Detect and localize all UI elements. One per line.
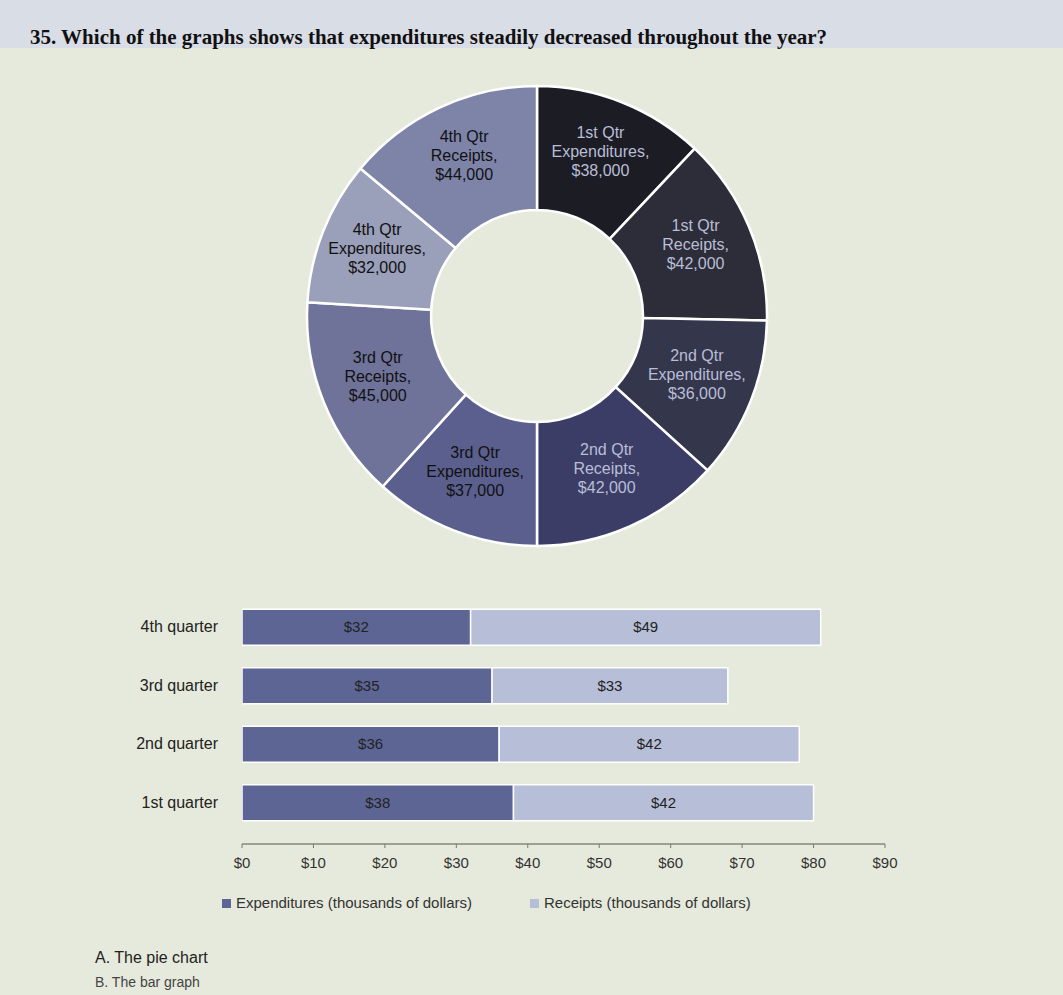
slice-label: 3rd Qtr Expenditures, — [426, 444, 524, 480]
tick-mark — [670, 844, 671, 848]
tick-mark — [527, 844, 528, 848]
bar — [242, 609, 471, 645]
slice-label-line: Receipts, — [431, 147, 498, 164]
tick-mark — [813, 844, 814, 848]
bar-value: $35 — [355, 677, 380, 694]
slice-label: 2nd Qtr Expenditures, — [648, 347, 746, 383]
slice-label: 2nd Qtr Receipts, — [573, 441, 640, 477]
option: A. The pie chart — [95, 949, 208, 966]
category-label: 2nd quarter — [136, 735, 219, 752]
tick-label: $90 — [872, 854, 897, 871]
x-axis — [242, 843, 885, 844]
question: 35. Which of the graphs shows that expen… — [30, 25, 827, 49]
tick-label: $20 — [372, 854, 397, 871]
slice-value: $45,000 — [349, 387, 407, 404]
tick-mark — [742, 844, 743, 848]
bar-labels: $38 $36 $35 $32 $42 $42 $33 $49 — [344, 618, 676, 811]
category-label: 3rd quarter — [140, 677, 219, 694]
category-label: 4th quarter — [141, 618, 219, 635]
donut-labels: 1st Qtr Expenditures, $38,000 1st Qtr Receip… — [328, 124, 746, 499]
bar — [242, 726, 499, 762]
bar-value: $42 — [637, 735, 662, 752]
slice-label-line: Expenditures, — [552, 143, 650, 160]
option: B. The bar graph — [95, 974, 200, 990]
tick-mark — [599, 844, 600, 848]
bar — [471, 609, 821, 645]
slice-label: 1st Qtr Receipts, — [662, 217, 729, 253]
slice-label-line: 4th Qtr — [353, 221, 403, 238]
bar-value: $49 — [633, 618, 658, 635]
slice-value: $44,000 — [435, 166, 493, 183]
donut-chart — [307, 86, 767, 546]
slice-label: 4th Qtr Expenditures, — [328, 221, 426, 257]
bars — [242, 609, 821, 821]
slice-label-line: 1st Qtr — [672, 217, 721, 234]
legend-label: Receipts (thousands of dollars) — [544, 894, 751, 911]
slice-label-line: 2nd Qtr — [670, 347, 724, 364]
slice-label-line: Expenditures, — [648, 366, 746, 383]
bar-value: $32 — [344, 618, 369, 635]
slice-value: $36,000 — [668, 385, 726, 402]
bar — [242, 668, 492, 704]
bar — [513, 785, 813, 821]
donut-slice — [307, 302, 466, 486]
slice-label-line: Receipts, — [573, 460, 640, 477]
tick-mark — [384, 844, 385, 848]
slice-value: $42,000 — [667, 255, 725, 272]
category-label: 1st quarter — [142, 794, 219, 811]
tick-mark — [242, 844, 243, 848]
bar — [492, 668, 728, 704]
canvas: 35. Which of the graphs shows that expen… — [0, 0, 1063, 995]
bar-value: $33 — [597, 677, 622, 694]
slice-label: 3rd Qtr Receipts, — [344, 349, 411, 385]
legend-swatch — [222, 899, 231, 908]
slice-value: $38,000 — [572, 162, 630, 179]
legend-label: Expenditures (thousands of dollars) — [236, 894, 472, 911]
tick-label: $40 — [515, 854, 540, 871]
tick-label: $80 — [801, 854, 826, 871]
slice-value: $37,000 — [446, 482, 504, 499]
bar — [242, 785, 513, 821]
donut-slice — [610, 149, 767, 321]
tick-label: $50 — [587, 854, 612, 871]
tick-mark — [456, 844, 457, 848]
slice-label-line: Expenditures, — [426, 463, 524, 480]
tick-label: $30 — [444, 854, 469, 871]
slice-label-line: 3rd Qtr — [450, 444, 500, 461]
donut-slice — [537, 387, 708, 546]
legend: Expenditures (thousands of dollars) Recei… — [222, 894, 751, 911]
page: {"question": "35. Which of the graphs sh… — [0, 0, 1063, 995]
slice-label-line: 4th Qtr — [440, 128, 490, 145]
tick-mark — [885, 844, 886, 848]
slice-label-line: 3rd Qtr — [353, 349, 403, 366]
background — [0, 0, 1063, 995]
tick-label: $0 — [234, 854, 251, 871]
bar-value: $38 — [365, 794, 390, 811]
slice-value: $32,000 — [348, 259, 406, 276]
slice-label-line: Receipts, — [662, 236, 729, 253]
bar — [499, 726, 799, 762]
tick-label: $70 — [730, 854, 755, 871]
bar-value: $42 — [651, 794, 676, 811]
header-band — [0, 0, 1063, 48]
slice-label: 1st Qtr Expenditures, — [552, 124, 650, 160]
slice-label-line: Expenditures, — [328, 240, 426, 257]
slice-label-line: Receipts, — [344, 368, 411, 385]
legend-swatch — [530, 899, 539, 908]
tick-label: $60 — [658, 854, 683, 871]
slice-label: 4th Qtr Receipts, — [431, 128, 498, 164]
bar-value: $36 — [358, 735, 383, 752]
slice-label-line: 2nd Qtr — [580, 441, 634, 458]
slice-value: $42,000 — [578, 479, 636, 496]
slice-label-line: 1st Qtr — [576, 124, 625, 141]
tick-label: $10 — [301, 854, 326, 871]
tick-mark — [313, 844, 314, 848]
